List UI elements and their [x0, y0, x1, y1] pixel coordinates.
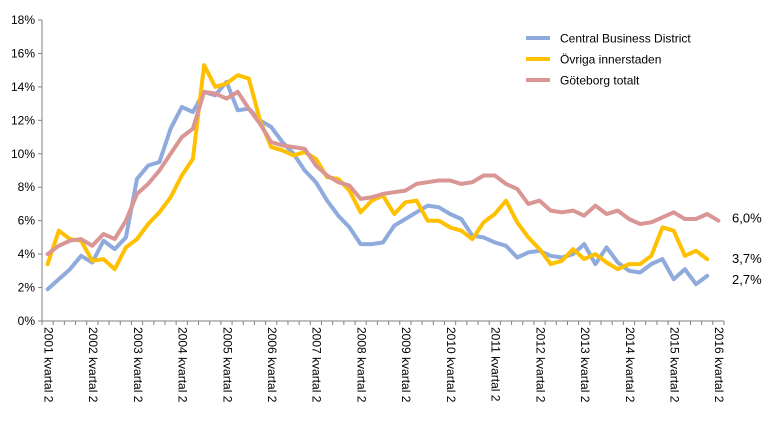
x-tick-label: 2013 kvartal 2	[578, 327, 592, 403]
x-tick-label: 2007 kvartal 2	[310, 327, 324, 403]
x-tick-label: 2012 kvartal 2	[533, 327, 547, 403]
x-tick-label: 2008 kvartal 2	[354, 327, 368, 403]
series-line-3	[45, 89, 721, 257]
y-tick-label: 0%	[18, 314, 36, 328]
legend-label: Övriga innerstaden	[560, 53, 661, 67]
x-tick-label: 2009 kvartal 2	[399, 327, 413, 403]
end-value-label: 6,0%	[732, 211, 762, 226]
y-tick-label: 16%	[11, 46, 35, 60]
y-tick-label: 18%	[11, 13, 35, 27]
y-tick-label: 8%	[18, 180, 36, 194]
end-value-label: 3,7%	[732, 251, 762, 266]
y-tick-label: 4%	[18, 247, 36, 261]
x-tick-label: 2016 kvartal 2	[712, 327, 726, 403]
x-tick-label: 2005 kvartal 2	[220, 327, 234, 403]
series-line-2	[45, 63, 710, 272]
end-value-label: 2,7%	[732, 272, 762, 287]
y-tick-label: 14%	[11, 80, 35, 94]
x-tick-label: 2010 kvartal 2	[444, 327, 458, 403]
y-tick-label: 10%	[11, 147, 35, 161]
y-tick-label: 6%	[18, 214, 36, 228]
x-tick-label: 2011 kvartal 2	[489, 327, 503, 402]
x-tick-label: 2002 kvartal 2	[86, 327, 100, 403]
x-tick-label: 2015 kvartal 2	[668, 327, 682, 403]
axes: 0% 2% 4% 6% 8% 10% 12% 14% 16% 18% 2001 kvartal 2 2…	[11, 13, 726, 403]
series-line-1	[45, 79, 710, 292]
legend-label: Göteborg totalt	[560, 74, 640, 88]
x-tick-label: 2001 kvartal 2	[41, 327, 55, 403]
legend: Central Business District Övriga innersta…	[526, 32, 691, 88]
y-tick-label: 12%	[11, 113, 35, 127]
x-tick-label: 2006 kvartal 2	[265, 327, 279, 403]
series-lines	[45, 63, 721, 292]
end-labels: 2,7% 3,7% 6,0%	[732, 211, 762, 287]
legend-label: Central Business District	[560, 32, 691, 46]
y-tick-label: 2%	[18, 281, 36, 295]
x-tick-label: 2004 kvartal 2	[176, 327, 190, 403]
x-tick-label: 2003 kvartal 2	[131, 327, 145, 403]
x-tick-label: 2014 kvartal 2	[623, 327, 637, 403]
